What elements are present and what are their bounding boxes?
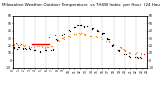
Text: Milwaukee Weather Outdoor Temperature  vs THSW Index  per Hour  (24 Hours): Milwaukee Weather Outdoor Temperature vs… <box>2 3 160 7</box>
